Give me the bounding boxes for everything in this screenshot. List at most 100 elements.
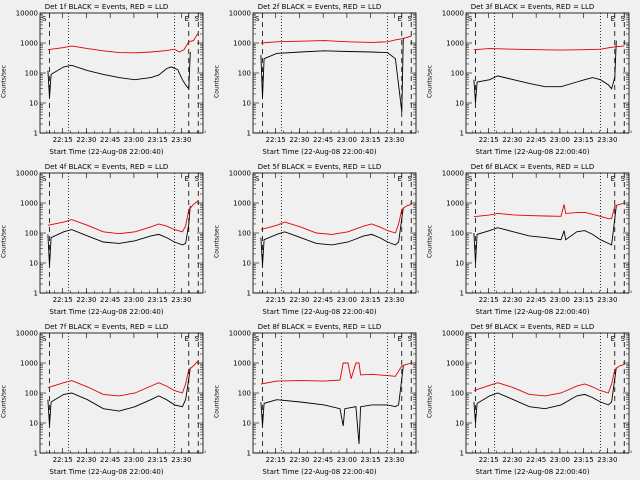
- x-tick-label: 23:15: [361, 456, 381, 464]
- chart-plot: 1 10 100 1000 10000 22:15 22:30 22:45 23:00 23:15…: [229, 330, 419, 464]
- x-tick-label: 22:30: [289, 456, 309, 464]
- x-tick-label: 22:15: [53, 296, 73, 304]
- y-axis-title: Counts/sec: [213, 64, 221, 99]
- interval-marker: S: [408, 15, 413, 23]
- x-axis-title: Start Time (22-Aug-08 22:00:40): [262, 468, 377, 476]
- y-tick-label: 100: [451, 390, 464, 398]
- x-tick-label: 22:45: [100, 296, 120, 304]
- x-tick-label: 22:45: [313, 296, 333, 304]
- x-tick-label: 23:15: [148, 136, 168, 144]
- y-tick-label: 1: [34, 290, 38, 298]
- y-tick-label: 1000: [233, 200, 251, 208]
- y-tick-label: 100: [238, 70, 251, 78]
- y-tick-label: 10000: [229, 170, 251, 178]
- x-tick-label: 23:00: [550, 456, 570, 464]
- y-tick-label: 100: [451, 230, 464, 238]
- interval-marker: S: [621, 175, 626, 183]
- interval-marker: E: [185, 15, 189, 23]
- x-tick-label: 23:15: [574, 296, 594, 304]
- x-tick-label: 23:00: [550, 136, 570, 144]
- y-tick-label: 1: [247, 130, 251, 138]
- interval-marker: S: [408, 335, 413, 343]
- x-tick-label: 22:30: [502, 456, 522, 464]
- events-series-line: [473, 40, 617, 104]
- y-tick-label: 1: [460, 290, 464, 298]
- x-tick-label: 22:30: [289, 296, 309, 304]
- y-tick-label: 100: [238, 230, 251, 238]
- x-tick-label: 22:15: [266, 296, 286, 304]
- interval-marker: S: [621, 335, 626, 343]
- x-tick-label: 23:30: [384, 296, 404, 304]
- x-tick-label: 22:30: [502, 296, 522, 304]
- x-tick-label: 23:30: [597, 136, 617, 144]
- detector-panel: Det 2f BLACK = Events, RED = LLD 1 10 100 10…: [213, 0, 426, 160]
- y-tick-label: 100: [25, 230, 38, 238]
- lld-series-line: [47, 200, 199, 235]
- y-axis-title: Counts/sec: [426, 224, 434, 259]
- y-tick-label: 10000: [442, 330, 464, 338]
- detector-panel: Det 4f BLACK = Events, RED = LLD 1 10 100 10…: [0, 160, 213, 320]
- interval-marker: S: [42, 175, 47, 183]
- y-tick-label: 10000: [16, 170, 38, 178]
- y-tick-label: 100: [451, 70, 464, 78]
- x-tick-label: 23:30: [171, 136, 191, 144]
- y-tick-label: 10: [29, 420, 38, 428]
- y-tick-label: 1: [460, 450, 464, 458]
- interval-marker: S: [195, 175, 200, 183]
- plot-frame: [39, 12, 204, 134]
- y-axis-title: Counts/sec: [0, 64, 8, 99]
- y-tick-label: 10: [242, 260, 251, 268]
- y-tick-label: 1: [247, 450, 251, 458]
- plot-frame: [465, 12, 630, 134]
- y-tick-label: 1000: [446, 40, 464, 48]
- detector-panel: Det 5f BLACK = Events, RED = LLD 1 10 100 10…: [213, 160, 426, 320]
- y-tick-label: 1: [34, 130, 38, 138]
- detector-panel: Det 1f BLACK = Events, RED = LLD 1 10 100 10…: [0, 0, 213, 160]
- x-tick-label: 22:15: [53, 456, 73, 464]
- chart-plot: 1 10 100 1000 10000 22:15 22:30 22:45 23:00 23:15…: [229, 10, 419, 144]
- events-series-line: [47, 367, 191, 426]
- x-axis-title: Start Time (22-Aug-08 22:00:40): [49, 468, 164, 476]
- interval-marker: E: [185, 175, 189, 183]
- plot-frame: [252, 12, 417, 134]
- interval-marker: S: [195, 15, 200, 23]
- panel-title: Det 4f BLACK = Events, RED = LLD: [44, 163, 169, 171]
- interval-marker: S: [195, 335, 200, 343]
- x-axis-title: Start Time (22-Aug-08 22:00:40): [262, 148, 377, 156]
- x-tick-label: 23:15: [361, 296, 381, 304]
- chart-plot: 1 10 100 1000 10000 22:15 22:30 22:45 23:00 23:15…: [442, 170, 632, 304]
- x-tick-label: 22:30: [76, 136, 96, 144]
- x-tick-label: 23:00: [337, 456, 357, 464]
- y-tick-label: 1000: [20, 360, 38, 368]
- y-axis-title: Counts/sec: [0, 224, 8, 259]
- x-tick-label: 23:15: [361, 136, 381, 144]
- x-tick-label: 23:15: [148, 296, 168, 304]
- panel-title: Det 8f BLACK = Events, RED = LLD: [257, 323, 382, 331]
- x-tick-label: 23:00: [124, 296, 144, 304]
- x-tick-label: 23:00: [124, 456, 144, 464]
- x-tick-label: 23:00: [550, 296, 570, 304]
- lld-series-line: [260, 362, 412, 385]
- chart-plot: 1 10 100 1000 10000 22:15 22:30 22:45 23:00 23:15…: [229, 170, 419, 304]
- y-tick-label: 100: [238, 390, 251, 398]
- y-tick-label: 10: [455, 260, 464, 268]
- y-tick-label: 10000: [442, 170, 464, 178]
- y-tick-label: 10: [242, 100, 251, 108]
- y-tick-label: 10000: [16, 330, 38, 338]
- panel-title: Det 2f BLACK = Events, RED = LLD: [257, 3, 382, 11]
- y-axis-title: Counts/sec: [426, 64, 434, 99]
- x-tick-label: 23:15: [574, 136, 594, 144]
- x-axis-title: Start Time (22-Aug-08 22:00:40): [262, 308, 377, 316]
- lld-series-line: [260, 203, 412, 235]
- lld-series-line: [47, 32, 199, 54]
- interval-marker: E: [611, 15, 615, 23]
- x-tick-label: 22:45: [313, 136, 333, 144]
- y-tick-label: 10: [29, 100, 38, 108]
- y-tick-label: 10000: [229, 330, 251, 338]
- panel-title: Det 5f BLACK = Events, RED = LLD: [257, 163, 382, 171]
- y-tick-label: 10: [29, 260, 38, 268]
- x-tick-label: 23:00: [337, 296, 357, 304]
- y-tick-label: 1000: [233, 360, 251, 368]
- y-axis-title: Counts/sec: [213, 384, 221, 419]
